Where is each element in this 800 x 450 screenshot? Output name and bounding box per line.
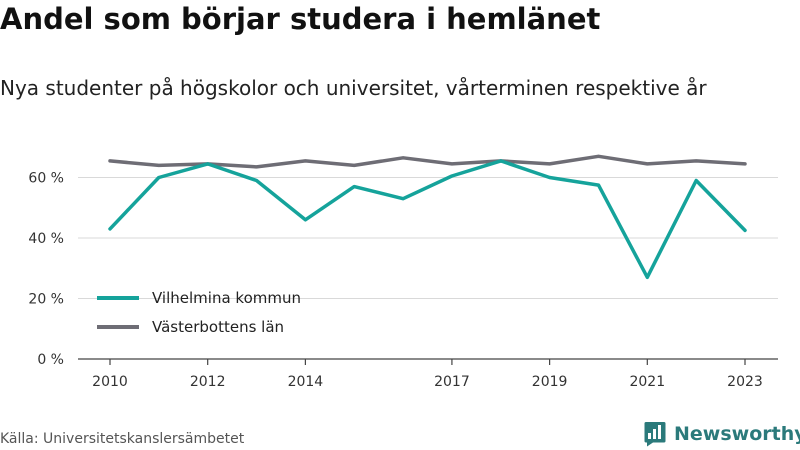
x-tick-label: 2010 — [92, 374, 128, 390]
y-tick-label: 0 % — [37, 352, 64, 368]
x-tick-label: 2023 — [727, 374, 763, 390]
brand-name: Newsworthy — [674, 423, 800, 445]
legend: Vilhelmina kommun Västerbottens län — [97, 289, 301, 336]
chart-title: Andel som börjar studera i hemlänet — [0, 2, 601, 36]
series-lines — [108, 154, 747, 280]
gridlines — [78, 177, 778, 299]
y-tick-label: 40 % — [28, 231, 64, 247]
x-tick-label: 2021 — [629, 374, 665, 390]
line-chart: 0 % 20 % 40 % 60 % 2010 2012 2014 2017 2019 2021 2… — [28, 154, 778, 390]
y-tick-label: 20 % — [28, 292, 64, 308]
brand[interactable]: Newsworthy — [644, 419, 800, 449]
axes: 0 % 20 % 40 % 60 % 2010 2012 2014 2017 2019 2021 2… — [28, 171, 778, 390]
legend-label: Vilhelmina kommun — [152, 289, 301, 307]
y-tick-label: 60 % — [28, 171, 64, 187]
series-line-västerbottens-län — [108, 154, 747, 169]
chart-subtitle: Nya studenter på högskolor och universit… — [0, 76, 707, 100]
x-tick-label: 2012 — [190, 374, 226, 390]
source-note: Källa: Universitetskanslersämbetet — [0, 431, 245, 447]
legend-label: Västerbottens län — [152, 318, 284, 336]
x-tick-label: 2014 — [288, 374, 324, 390]
series-line-vilhelmina-kommun — [108, 159, 747, 280]
x-tick-label: 2019 — [532, 374, 568, 390]
newsworthy-logo-icon — [644, 422, 666, 447]
x-tick-label: 2017 — [434, 374, 470, 390]
